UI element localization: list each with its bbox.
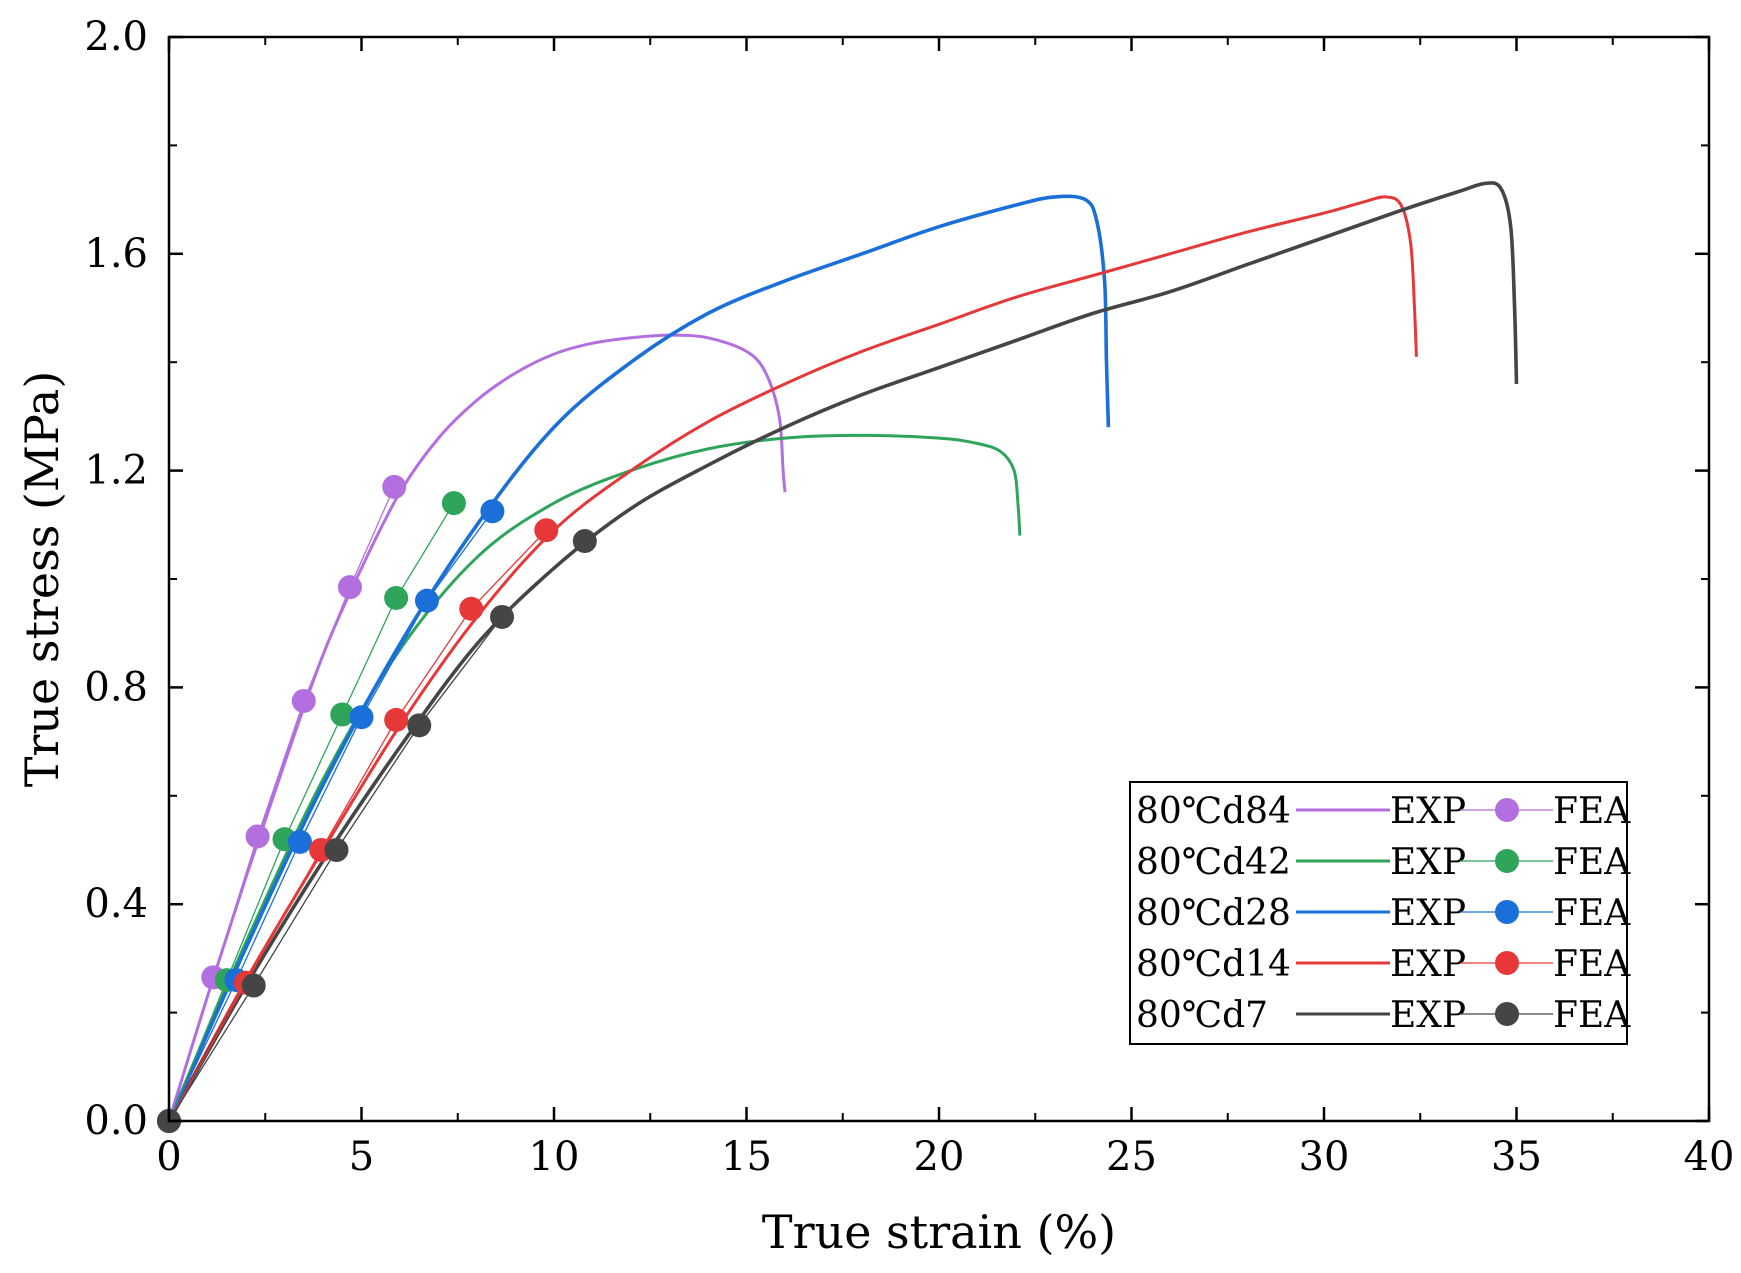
fea-point bbox=[291, 688, 316, 713]
fea-line bbox=[168, 540, 586, 1122]
legend-series-name: 80℃d84 bbox=[1136, 791, 1291, 832]
legend-exp-label: EXP bbox=[1390, 944, 1466, 985]
fea-point bbox=[382, 474, 407, 499]
x-tick-label: 20 bbox=[914, 1134, 965, 1180]
fea-point bbox=[287, 829, 312, 854]
fea-point bbox=[534, 518, 559, 543]
legend-series-name: 80℃d14 bbox=[1136, 944, 1291, 985]
plot-marks bbox=[157, 181, 1519, 1133]
legend-series-name: 80℃d28 bbox=[1136, 893, 1291, 934]
legend-fea-marker bbox=[1495, 798, 1519, 822]
y-tick-label: 2.0 bbox=[84, 14, 148, 60]
legend-exp-label: EXP bbox=[1390, 893, 1466, 934]
exp-curve bbox=[167, 433, 1022, 1122]
fea-point bbox=[384, 707, 409, 732]
fea-point bbox=[349, 705, 374, 730]
y-tick-label: 1.6 bbox=[84, 231, 148, 277]
legend-series-name: 80℃d7 bbox=[1136, 995, 1268, 1036]
legend: 80℃d84 EXP FEA 80℃d42 EXP FEA 80℃d28 EXP FEA 80℃d… bbox=[1129, 781, 1631, 1045]
legend-series-name: 80℃d42 bbox=[1136, 842, 1291, 883]
legend-exp-label: EXP bbox=[1390, 995, 1466, 1036]
legend-exp-label: EXP bbox=[1390, 791, 1466, 832]
x-tick-label: 5 bbox=[349, 1134, 374, 1180]
exp-curve bbox=[167, 181, 1519, 1122]
y-tick-label: 0.8 bbox=[84, 664, 148, 710]
fea-line bbox=[168, 486, 395, 1122]
fea-line bbox=[168, 510, 493, 1122]
legend-exp-label: EXP bbox=[1390, 842, 1466, 883]
fea-line bbox=[168, 502, 455, 1122]
fea-point bbox=[480, 499, 505, 524]
x-tick-label: 25 bbox=[1106, 1134, 1157, 1180]
fea-point bbox=[384, 585, 409, 610]
y-tick-label: 0.4 bbox=[84, 881, 148, 927]
x-tick-label: 40 bbox=[1684, 1134, 1735, 1180]
fea-point bbox=[407, 713, 432, 738]
legend-fea-label: FEA bbox=[1553, 995, 1631, 1036]
axis-ticks: 0 5 10 15 20 25 30 35 40 0.0 0.4 0.8 1.2 1.6 2.0 bbox=[84, 14, 1734, 1180]
fea-point bbox=[337, 575, 362, 600]
y-tick-label: 1.2 bbox=[84, 448, 148, 494]
legend-fea-marker bbox=[1495, 951, 1519, 975]
legend-fea-label: FEA bbox=[1553, 842, 1631, 883]
exp-curve bbox=[167, 194, 1111, 1122]
fea-point bbox=[459, 596, 484, 621]
fea-point bbox=[324, 838, 349, 862]
fea-point bbox=[490, 604, 515, 629]
legend-fea-marker bbox=[1495, 1002, 1519, 1026]
fea-point bbox=[330, 702, 355, 727]
legend-fea-label: FEA bbox=[1553, 893, 1631, 934]
x-tick-label: 10 bbox=[529, 1134, 580, 1180]
fea-point bbox=[441, 491, 466, 516]
legend-fea-label: FEA bbox=[1553, 944, 1631, 985]
x-tick-label: 30 bbox=[1299, 1134, 1350, 1180]
y-axis-title: True stress (MPa) bbox=[15, 371, 69, 788]
legend-fea-label: FEA bbox=[1553, 791, 1631, 832]
fea-point bbox=[245, 824, 270, 849]
fea-point bbox=[414, 588, 439, 613]
exp-curve bbox=[167, 333, 787, 1122]
x-tick-label: 35 bbox=[1491, 1134, 1542, 1180]
legend-fea-marker bbox=[1495, 900, 1519, 924]
x-axis-title: True strain (%) bbox=[762, 1205, 1116, 1259]
legend-fea-marker bbox=[1495, 849, 1519, 873]
fea-point bbox=[572, 529, 597, 554]
exp-curve bbox=[167, 195, 1418, 1122]
fea-point bbox=[241, 973, 266, 998]
x-tick-label: 15 bbox=[721, 1134, 772, 1180]
x-tick-label: 0 bbox=[156, 1134, 181, 1180]
y-tick-label: 0.0 bbox=[84, 1098, 148, 1144]
fea-line bbox=[168, 529, 547, 1122]
